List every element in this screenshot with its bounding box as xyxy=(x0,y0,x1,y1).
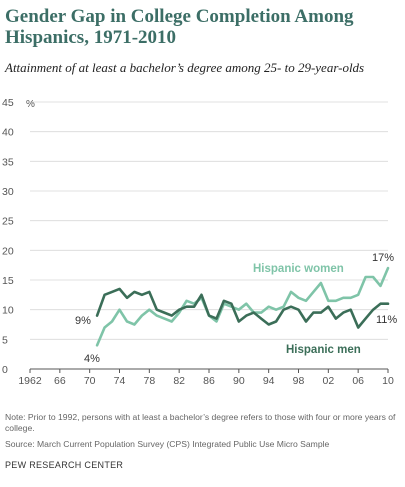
chart-title: Gender Gap in College Completion Among H… xyxy=(5,6,354,48)
x-axis-ticks: 1962 66 70 74 78 82 86 90 94 98 02 06 10 xyxy=(18,369,394,387)
series-line-hispanic-women xyxy=(95,266,390,347)
y-tick-label: 25 xyxy=(2,216,14,228)
data-label-start-women: 4% xyxy=(84,353,100,365)
x-tick-label: 70 xyxy=(84,375,96,387)
credit-line: PEW RESEARCH CENTER xyxy=(5,460,124,470)
x-tick-label: 66 xyxy=(54,375,66,387)
y-tick-label: 30 xyxy=(2,186,14,198)
series-label-hispanic-women: Hispanic women xyxy=(253,263,344,275)
x-tick-label: 86 xyxy=(203,375,215,387)
annotations: Hispanic women Hispanic men 9% 4% 17% 11% xyxy=(75,252,397,365)
y-tick-label: 35 xyxy=(2,156,14,168)
x-tick-label: 94 xyxy=(263,375,275,387)
y-axis-ticks: 0 5 10 15 20 25 30 35 40 45 xyxy=(2,97,14,376)
x-tick-label: 90 xyxy=(233,375,245,387)
x-tick-label: 1962 xyxy=(18,375,42,387)
footnote: Note: Prior to 1992, persons with at lea… xyxy=(5,412,396,433)
y-tick-label: 20 xyxy=(2,245,14,257)
y-tick-label: 0 xyxy=(2,364,8,376)
x-tick-label: 10 xyxy=(382,375,394,387)
x-tick-label: 82 xyxy=(173,375,185,387)
data-label-end-men: 11% xyxy=(376,314,397,326)
y-tick-label: 10 xyxy=(2,305,14,317)
x-tick-label: 78 xyxy=(143,375,155,387)
series-lines xyxy=(95,266,390,347)
y-tick-label: 5 xyxy=(2,334,8,346)
x-tick-label: 02 xyxy=(322,375,334,387)
x-tick-label: 98 xyxy=(293,375,305,387)
y-axis-unit-label: % xyxy=(26,99,35,110)
y-tick-label: 40 xyxy=(2,127,14,139)
series-line-hispanic-men xyxy=(95,287,390,329)
y-tick-label: 15 xyxy=(2,275,14,287)
data-label-start-men: 9% xyxy=(75,315,91,327)
series-label-hispanic-men: Hispanic men xyxy=(286,344,361,356)
data-label-end-women: 17% xyxy=(372,252,394,264)
x-tick-label: 74 xyxy=(114,375,126,387)
gridlines xyxy=(30,101,388,370)
source-line: Source: March Current Population Survey … xyxy=(5,439,330,449)
x-tick-label: 06 xyxy=(352,375,364,387)
y-tick-label: 45 xyxy=(2,97,14,109)
chart-subtitle: Attainment of at least a bachelor’s degr… xyxy=(5,60,365,75)
